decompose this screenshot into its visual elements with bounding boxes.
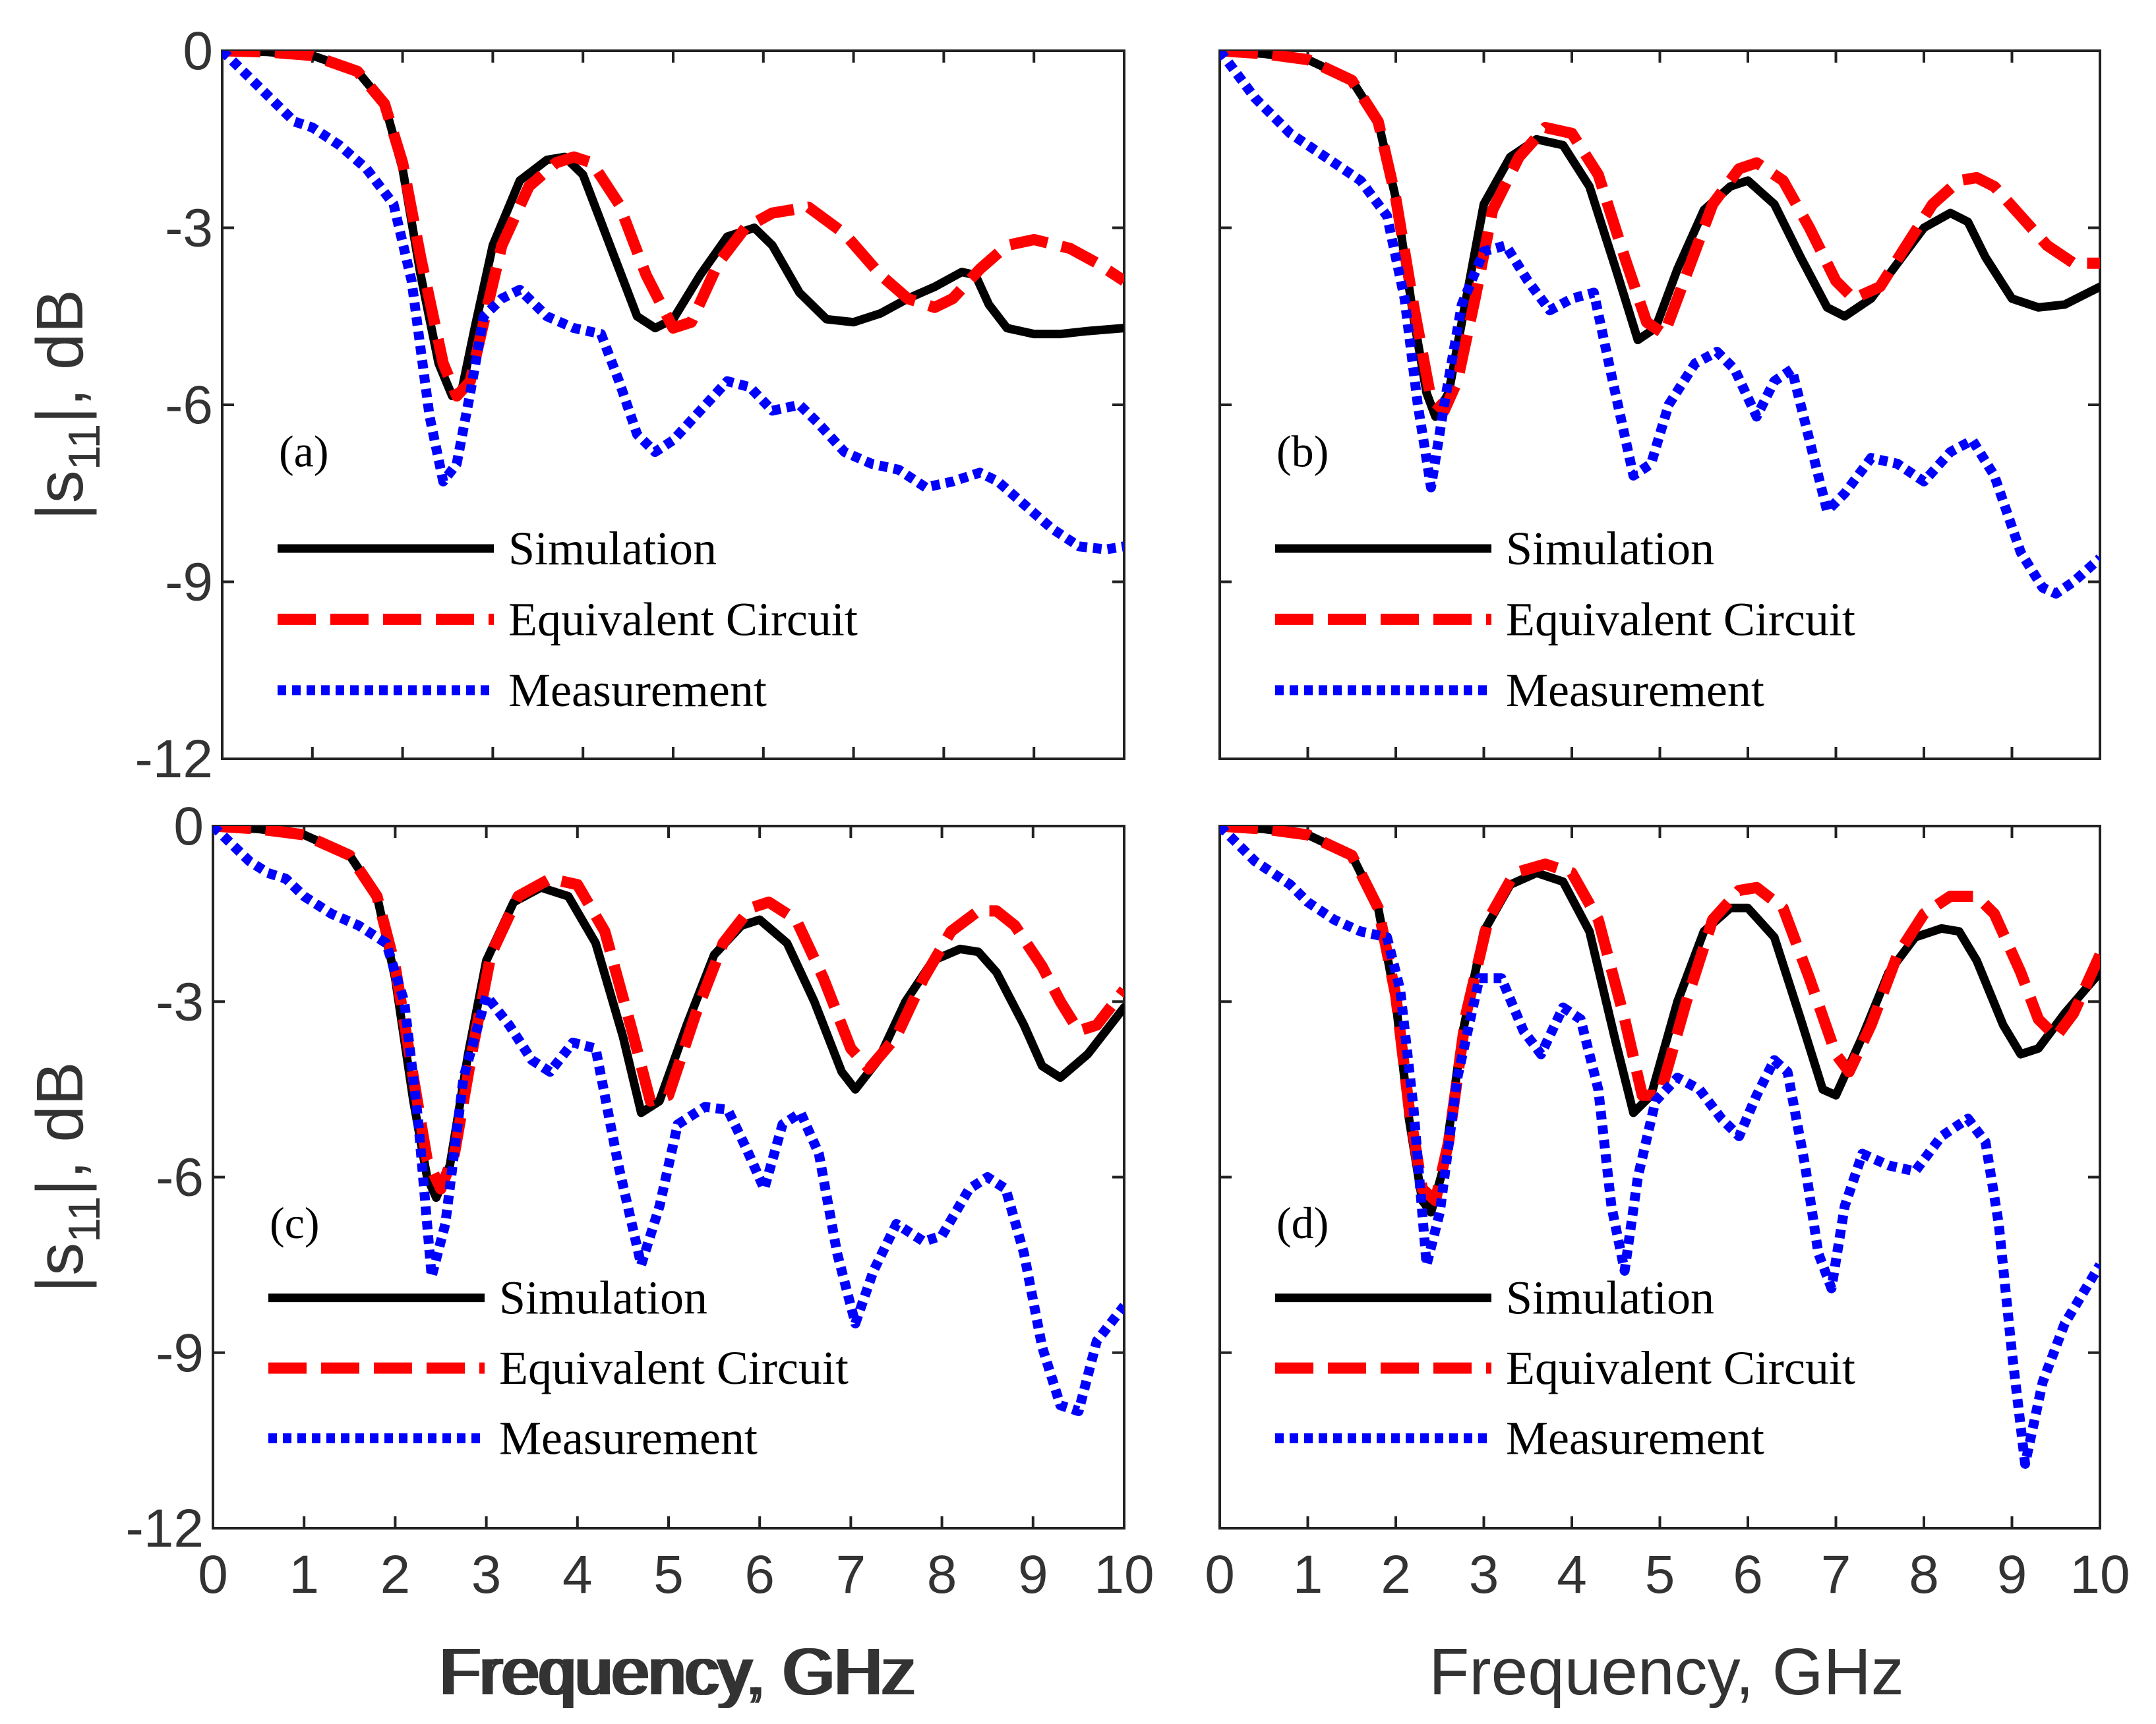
- panel-d-x-tick-label: 2: [1381, 1545, 1411, 1605]
- panel-d-x-tick-label: 4: [1557, 1545, 1587, 1605]
- panel-b-legend-label: Equivalent Circuit: [1506, 593, 1855, 645]
- panel-b-label: (b): [1276, 426, 1329, 476]
- panel-b-plot-area: [1220, 51, 2100, 599]
- panel-d-x-tick-label: 6: [1733, 1545, 1763, 1605]
- panel-c-x-tick-label: 9: [1018, 1545, 1048, 1605]
- panel-d-x-tick-label: 5: [1645, 1545, 1675, 1605]
- panel-b-series-equivalent-circuit: [1220, 51, 2100, 417]
- panel-d-legend-label: Simulation: [1506, 1272, 1714, 1324]
- panel-c-y-tick-label: 0: [173, 796, 204, 856]
- panel-a-y-tick-label: -9: [165, 552, 213, 612]
- panel-a-x-axis-title: Frequency, GHz: [442, 1635, 918, 1709]
- panel-c-y-tick-label: -3: [156, 972, 204, 1032]
- panel-a: 0 -3 -6 -9 -12 Frequency, GHz |s11|, dB (a) Simu…: [23, 21, 1125, 1709]
- panel-c-x-tick-label: 4: [562, 1545, 593, 1605]
- panel-d-x-tick-label: 0: [1205, 1545, 1235, 1605]
- panel-c-x-tick-label: 0: [198, 1545, 228, 1605]
- panel-c-legend-label: Simulation: [499, 1272, 707, 1324]
- panel-b-series-measurement: [1220, 51, 2100, 599]
- panel-c-y-axis-title: |s11|, dB: [23, 1061, 109, 1292]
- panel-c-x-tick-label: 10: [1094, 1545, 1154, 1605]
- panel-a-series-equivalent-circuit: [222, 51, 1124, 402]
- panel-a-y-tick-label: -12: [135, 729, 213, 789]
- panel-a-label: (a): [279, 426, 328, 476]
- panel-c-series-simulation: [213, 826, 1124, 1203]
- panel-c-y-tick-label: -6: [156, 1148, 204, 1208]
- panel-d-x-tick-label: 1: [1293, 1545, 1323, 1605]
- panel-a-legend-label: Simulation: [508, 522, 717, 575]
- panel-c-series-measurement: [213, 826, 1124, 1416]
- panel-a-frame: [221, 49, 1125, 760]
- panel-a-y-axis-title: |s11|, dB: [23, 289, 109, 520]
- panel-a-series-measurement: [222, 51, 1124, 554]
- panel-d-x-axis-title: Frequency, GHz: [1429, 1635, 1904, 1709]
- panel-a-legend-label: Measurement: [508, 664, 767, 717]
- panel-b-series-simulation: [1220, 51, 2100, 421]
- panel-c-series-equivalent-circuit: [213, 826, 1124, 1195]
- panel-c-plot-area: [213, 826, 1124, 1416]
- panel-c-x-tick-label: 8: [927, 1545, 957, 1605]
- panel-c-y-tick-label: -12: [125, 1499, 204, 1559]
- panel-c-y-tick-label: -9: [156, 1323, 204, 1383]
- panel-d-legend-label: Measurement: [1506, 1412, 1764, 1465]
- panel-d: 0 1 2 3 4 5 6 7 8 9 10 Frequency, GHz (d) Simulation E…: [1205, 825, 2130, 1709]
- panel-d-legend-label: Equivalent Circuit: [1506, 1342, 1855, 1394]
- panel-a-plot-area: [222, 51, 1124, 554]
- panel-c-x-tick-label: 1: [289, 1545, 319, 1605]
- panel-d-plot-area: [1220, 826, 2100, 1469]
- panel-b: (b) Simulation Equivalent Circuit Measureme…: [1218, 49, 2101, 760]
- panel-a-y-tick-label: -3: [165, 198, 213, 258]
- panel-c-x-tick-label: 7: [836, 1545, 866, 1605]
- panel-c-x-tick-label: 5: [653, 1545, 684, 1605]
- panel-c-legend-label: Measurement: [499, 1412, 758, 1465]
- panel-c-legend-label: Equivalent Circuit: [499, 1342, 849, 1394]
- panel-d-x-tick-label: 9: [1997, 1545, 2027, 1605]
- panel-a-legend-label: Equivalent Circuit: [508, 593, 858, 645]
- panel-c-x-axis-title: Frequency, GHz: [438, 1635, 913, 1709]
- panel-d-x-tick-label: 10: [2070, 1545, 2130, 1605]
- panel-d-series-simulation: [1220, 826, 2100, 1217]
- panel-b-legend-label: Measurement: [1506, 664, 1764, 717]
- panel-d-label: (d): [1276, 1198, 1329, 1248]
- panel-d-series-equivalent-circuit: [1220, 826, 2100, 1206]
- panel-b-frame: [1218, 49, 2101, 760]
- panel-c-x-tick-label: 3: [471, 1545, 502, 1605]
- panel-c-x-tick-label: 2: [380, 1545, 411, 1605]
- panel-a-series-simulation: [222, 51, 1124, 401]
- panel-a-y-tick-label: 0: [183, 21, 213, 81]
- panel-b-legend-label: Simulation: [1506, 522, 1714, 575]
- panel-a-y-tick-label: -6: [165, 375, 213, 435]
- panel-d-x-tick-label: 8: [1909, 1545, 1939, 1605]
- panel-c-x-tick-label: 6: [744, 1545, 775, 1605]
- panel-d-x-tick-label: 7: [1821, 1545, 1851, 1605]
- panel-c-label: (c): [270, 1198, 319, 1248]
- panel-d-series-measurement: [1220, 826, 2100, 1469]
- panel-d-x-tick-label: 3: [1469, 1545, 1499, 1605]
